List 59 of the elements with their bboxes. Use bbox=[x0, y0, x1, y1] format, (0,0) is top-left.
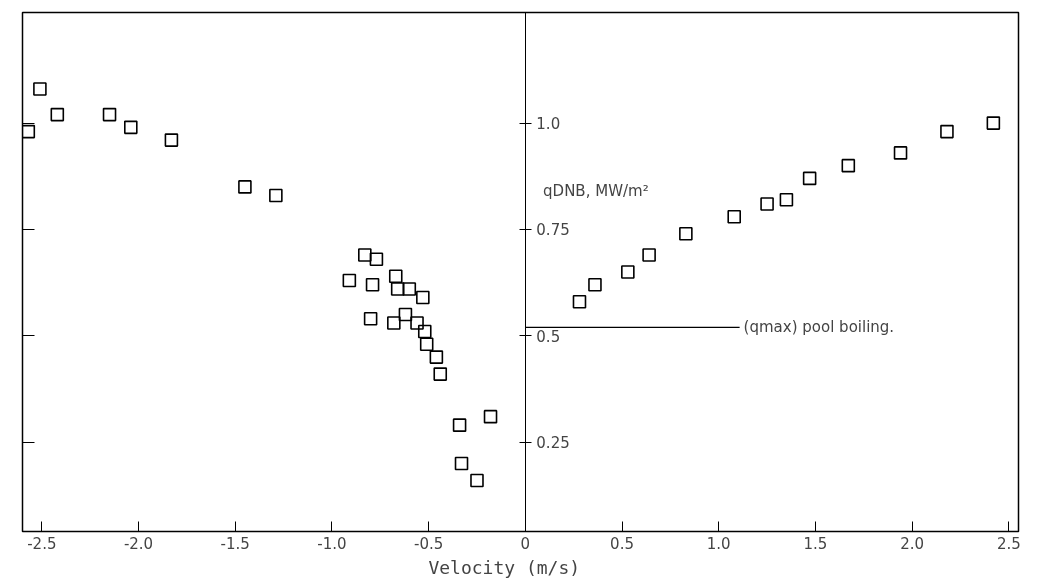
y-tick-label: 0.75 bbox=[536, 221, 570, 240]
point bbox=[417, 324, 432, 339]
y-axis-title: qDNB, MW/m² bbox=[543, 181, 649, 200]
ref-line-label: (qmax) pool boiling. bbox=[743, 318, 895, 337]
point bbox=[388, 269, 403, 284]
point bbox=[238, 180, 252, 194]
point bbox=[124, 120, 138, 135]
point bbox=[416, 290, 430, 305]
point bbox=[22, 124, 36, 139]
point bbox=[342, 273, 357, 288]
point bbox=[398, 307, 413, 322]
point bbox=[679, 226, 693, 241]
point bbox=[390, 282, 405, 296]
point bbox=[841, 158, 856, 173]
point bbox=[893, 146, 908, 160]
point bbox=[419, 337, 434, 352]
point bbox=[779, 192, 794, 207]
point bbox=[802, 171, 817, 186]
x-tick-label: -1.0 bbox=[317, 534, 347, 553]
y-tick-label: 0.5 bbox=[536, 327, 561, 346]
x-tick-label: 1.5 bbox=[803, 534, 828, 553]
x-tick-label: -1.5 bbox=[220, 534, 250, 553]
point bbox=[365, 277, 380, 292]
x-axis-title: Velocity (m/s) bbox=[428, 556, 581, 578]
point bbox=[940, 124, 954, 139]
y-tick-label: 0.25 bbox=[536, 434, 570, 453]
point bbox=[433, 367, 448, 381]
point bbox=[369, 252, 384, 267]
point bbox=[572, 294, 587, 309]
x-tick-label: 0 bbox=[520, 534, 531, 553]
point bbox=[50, 107, 65, 122]
x-tick-label: 0.5 bbox=[610, 534, 634, 553]
x-tick-label: 1.0 bbox=[706, 534, 731, 553]
x-tick-label: 2.5 bbox=[996, 534, 1021, 553]
point bbox=[358, 248, 372, 262]
x-tick-label: -2.5 bbox=[27, 534, 57, 553]
point bbox=[986, 116, 1001, 130]
point bbox=[452, 418, 467, 432]
point bbox=[269, 188, 283, 203]
point bbox=[410, 316, 424, 330]
x-tick-label: -2.0 bbox=[123, 534, 154, 553]
y-tick-label: 1.0 bbox=[536, 115, 561, 134]
point bbox=[402, 282, 417, 296]
x-tick-label: 2.0 bbox=[900, 534, 925, 553]
point bbox=[363, 312, 378, 326]
point bbox=[33, 82, 47, 96]
point bbox=[760, 197, 774, 211]
point bbox=[470, 473, 484, 488]
point bbox=[588, 277, 602, 292]
point bbox=[102, 107, 117, 122]
point bbox=[621, 265, 635, 279]
point bbox=[387, 316, 401, 330]
point bbox=[164, 133, 179, 147]
point bbox=[483, 409, 498, 424]
point bbox=[642, 248, 656, 262]
x-tick-label: -0.5 bbox=[414, 534, 444, 553]
point bbox=[429, 350, 444, 364]
point bbox=[727, 209, 741, 224]
point bbox=[454, 456, 469, 471]
